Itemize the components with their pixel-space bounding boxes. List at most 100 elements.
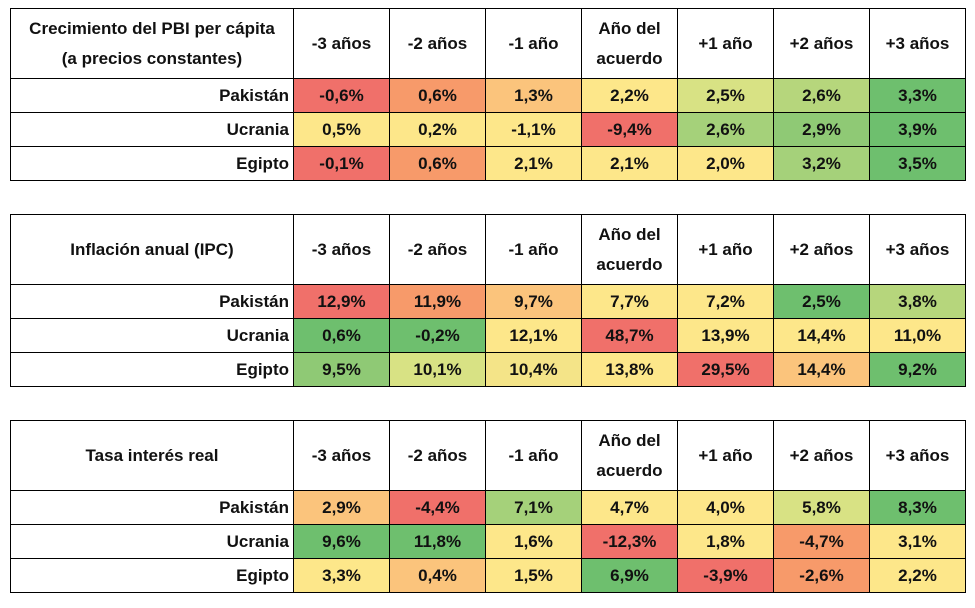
value-cell: -4,4% <box>389 490 486 525</box>
value-cell: 12,1% <box>485 318 582 353</box>
header-row: Inflación anual (IPC) -3 años -2 años -1… <box>10 214 966 285</box>
value-cell: 2,0% <box>677 146 774 181</box>
column-header: -1 año <box>485 8 582 79</box>
table-row: Pakistán 2,9% -4,4% 7,1% 4,7% 4,0% 5,8% … <box>10 490 966 525</box>
value-cell: 0,5% <box>293 112 390 147</box>
value-cell: 1,5% <box>485 558 582 593</box>
value-cell: 2,1% <box>581 146 678 181</box>
value-cell: 9,2% <box>869 352 966 387</box>
country-label: Egipto <box>10 352 294 387</box>
table-row: Egipto 9,5% 10,1% 10,4% 13,8% 29,5% 14,4… <box>10 352 966 387</box>
value-cell: 9,7% <box>485 284 582 319</box>
value-cell: 11,9% <box>389 284 486 319</box>
country-label: Pakistán <box>10 78 294 113</box>
table-row: Pakistán 12,9% 11,9% 9,7% 7,7% 7,2% 2,5%… <box>10 284 966 319</box>
value-cell: 0,6% <box>389 78 486 113</box>
table-title: Tasa interés real <box>10 420 294 491</box>
country-label: Ucrania <box>10 112 294 147</box>
column-header: -1 año <box>485 214 582 285</box>
country-label: Egipto <box>10 146 294 181</box>
value-cell: 3,3% <box>293 558 390 593</box>
column-header: +2 años <box>773 8 870 79</box>
value-cell: 4,7% <box>581 490 678 525</box>
value-cell: 11,0% <box>869 318 966 353</box>
value-cell: 3,2% <box>773 146 870 181</box>
table-row: Egipto 3,3% 0,4% 1,5% 6,9% -3,9% -2,6% 2… <box>10 558 966 593</box>
table-row: Ucrania 0,5% 0,2% -1,1% -9,4% 2,6% 2,9% … <box>10 112 966 147</box>
country-label: Egipto <box>10 558 294 593</box>
value-cell: 10,1% <box>389 352 486 387</box>
value-cell: 4,0% <box>677 490 774 525</box>
column-header: +3 años <box>869 420 966 491</box>
country-label: Pakistán <box>10 284 294 319</box>
column-header: Año del acuerdo <box>581 420 678 491</box>
country-label: Ucrania <box>10 318 294 353</box>
country-label: Ucrania <box>10 524 294 559</box>
value-cell: 7,1% <box>485 490 582 525</box>
value-cell: 8,3% <box>869 490 966 525</box>
column-header: -3 años <box>293 420 390 491</box>
value-cell: 5,8% <box>773 490 870 525</box>
column-header: +1 año <box>677 214 774 285</box>
column-header: -2 años <box>389 214 486 285</box>
column-header: +3 años <box>869 214 966 285</box>
value-cell: 1,6% <box>485 524 582 559</box>
value-cell: -2,6% <box>773 558 870 593</box>
column-header: -2 años <box>389 420 486 491</box>
value-cell: 0,2% <box>389 112 486 147</box>
value-cell: -1,1% <box>485 112 582 147</box>
column-header: +1 año <box>677 8 774 79</box>
value-cell: 14,4% <box>773 352 870 387</box>
value-cell: 7,2% <box>677 284 774 319</box>
country-label: Pakistán <box>10 490 294 525</box>
value-cell: -3,9% <box>677 558 774 593</box>
table-row: Ucrania 9,6% 11,8% 1,6% -12,3% 1,8% -4,7… <box>10 524 966 559</box>
column-header: +3 años <box>869 8 966 79</box>
table-gdp-growth: Crecimiento del PBI per cápita (a precio… <box>10 8 966 181</box>
value-cell: -0,6% <box>293 78 390 113</box>
value-cell: -0,1% <box>293 146 390 181</box>
value-cell: -12,3% <box>581 524 678 559</box>
table-row: Egipto -0,1% 0,6% 2,1% 2,1% 2,0% 3,2% 3,… <box>10 146 966 181</box>
value-cell: 7,7% <box>581 284 678 319</box>
value-cell: 2,9% <box>773 112 870 147</box>
value-cell: -0,2% <box>389 318 486 353</box>
table-inflation: Inflación anual (IPC) -3 años -2 años -1… <box>10 214 966 387</box>
value-cell: 3,8% <box>869 284 966 319</box>
value-cell: 0,4% <box>389 558 486 593</box>
value-cell: 9,5% <box>293 352 390 387</box>
value-cell: 3,5% <box>869 146 966 181</box>
value-cell: 10,4% <box>485 352 582 387</box>
value-cell: 1,3% <box>485 78 582 113</box>
value-cell: 2,2% <box>581 78 678 113</box>
value-cell: 2,6% <box>773 78 870 113</box>
column-header: -1 año <box>485 420 582 491</box>
column-header: Año del acuerdo <box>581 214 678 285</box>
value-cell: 48,7% <box>581 318 678 353</box>
value-cell: 2,1% <box>485 146 582 181</box>
value-cell: 14,4% <box>773 318 870 353</box>
value-cell: 13,8% <box>581 352 678 387</box>
column-header: +2 años <box>773 420 870 491</box>
column-header: Año del acuerdo <box>581 8 678 79</box>
column-header: +1 año <box>677 420 774 491</box>
value-cell: 2,5% <box>677 78 774 113</box>
table-title: Inflación anual (IPC) <box>10 214 294 285</box>
value-cell: -4,7% <box>773 524 870 559</box>
column-header: -3 años <box>293 214 390 285</box>
header-row: Tasa interés real -3 años -2 años -1 año… <box>10 420 966 491</box>
value-cell: 3,3% <box>869 78 966 113</box>
table-row: Pakistán -0,6% 0,6% 1,3% 2,2% 2,5% 2,6% … <box>10 78 966 113</box>
table-real-interest-rate: Tasa interés real -3 años -2 años -1 año… <box>10 420 966 593</box>
value-cell: 2,2% <box>869 558 966 593</box>
value-cell: 3,9% <box>869 112 966 147</box>
value-cell: 0,6% <box>293 318 390 353</box>
column-header: +2 años <box>773 214 870 285</box>
column-header: -3 años <box>293 8 390 79</box>
value-cell: -9,4% <box>581 112 678 147</box>
value-cell: 12,9% <box>293 284 390 319</box>
value-cell: 11,8% <box>389 524 486 559</box>
value-cell: 29,5% <box>677 352 774 387</box>
value-cell: 2,5% <box>773 284 870 319</box>
value-cell: 0,6% <box>389 146 486 181</box>
